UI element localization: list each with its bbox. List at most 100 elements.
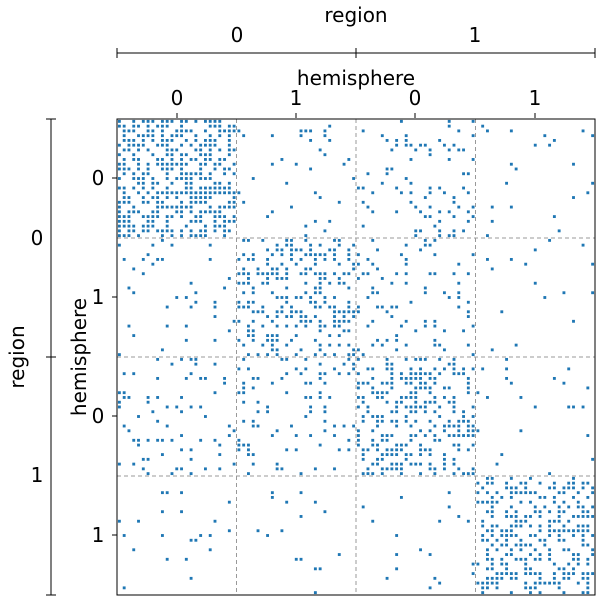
edge-dot <box>457 291 461 295</box>
edge-dot <box>247 324 250 328</box>
edge-dot <box>395 462 399 466</box>
edge-dot <box>514 343 518 347</box>
edge-dot <box>160 138 164 142</box>
edge-dot <box>232 172 236 176</box>
edge-dot <box>490 505 494 509</box>
edge-dot <box>304 253 308 257</box>
edge-dot <box>132 124 136 128</box>
edge-dot <box>275 462 279 466</box>
edge-dot <box>170 162 174 166</box>
edge-dot <box>165 229 169 233</box>
edge-dot <box>180 210 183 214</box>
edge-dot <box>419 143 422 147</box>
edge-dot <box>505 562 509 566</box>
edge-dot <box>443 143 446 147</box>
edge-dot <box>543 505 547 509</box>
edge-dot <box>208 158 212 161</box>
edge-dot <box>443 348 446 352</box>
edge-dot <box>428 186 432 190</box>
edge-dot <box>366 367 370 371</box>
edge-dot <box>285 315 289 318</box>
edge-dot <box>290 205 293 209</box>
edge-dot <box>399 462 403 466</box>
edge-dot <box>505 534 509 537</box>
edge-dot <box>471 434 475 437</box>
edge-dot <box>309 129 313 133</box>
edge-dot <box>189 305 193 309</box>
edge-dot <box>361 415 365 418</box>
edge-dot <box>213 167 217 171</box>
edge-dot <box>352 348 356 352</box>
edge-dot <box>562 500 566 504</box>
edge-dot <box>333 353 336 357</box>
edge-dot <box>433 400 437 404</box>
edge-dot <box>151 134 155 138</box>
edge-dot <box>591 262 595 266</box>
edge-dot <box>404 134 408 138</box>
edge-dot <box>395 138 399 142</box>
edge-dot <box>304 224 308 228</box>
edge-dot <box>170 181 174 185</box>
edge-dot <box>285 300 289 304</box>
edge-dot <box>548 510 552 514</box>
edge-dot <box>552 138 556 142</box>
edge-dot <box>371 415 375 418</box>
edge-dot <box>117 177 121 180</box>
edge-dot <box>409 181 413 185</box>
edge-dot <box>390 410 394 414</box>
edge-dot <box>385 467 389 471</box>
edge-dot <box>481 519 485 523</box>
edge-dot <box>146 167 150 171</box>
edge-dot <box>495 581 499 585</box>
edge-dot <box>457 262 461 266</box>
edge-dot <box>199 210 203 214</box>
edge-dot <box>223 381 226 385</box>
edge-dot <box>481 367 485 371</box>
edge-dot <box>270 381 274 385</box>
edge-dot <box>452 410 456 414</box>
edge-dot <box>347 300 351 304</box>
edge-dot <box>208 138 212 142</box>
edge-dot <box>151 210 155 214</box>
edge-dot <box>218 134 222 138</box>
edge-dot <box>189 372 193 376</box>
edge-dot <box>576 505 580 509</box>
edge-dot <box>476 581 480 585</box>
edge-dot <box>342 272 346 276</box>
edge-dot <box>285 243 289 247</box>
edge-dot <box>380 415 384 418</box>
top-hemisphere-axis-label: hemisphere <box>297 66 415 90</box>
edge-dot <box>280 305 284 309</box>
edge-dot <box>223 186 226 190</box>
edge-dot <box>462 229 465 233</box>
edge-dot <box>146 200 150 204</box>
edge-dot <box>533 586 537 590</box>
edge-dot <box>576 557 580 561</box>
edge-dot <box>562 538 566 542</box>
edge-dot <box>509 129 513 133</box>
edge-dot <box>572 162 575 166</box>
edge-dot <box>204 138 207 142</box>
edge-dot <box>428 372 432 376</box>
edge-dot <box>586 586 590 590</box>
edge-dot <box>285 277 289 280</box>
edge-dot <box>390 305 394 309</box>
edge-dot <box>356 386 360 390</box>
edge-dot <box>223 376 226 380</box>
edge-dot <box>218 124 222 128</box>
edge-dot <box>199 376 203 380</box>
edge-dot <box>156 162 160 166</box>
edge-dot <box>356 396 360 399</box>
edge-dot <box>495 586 499 590</box>
edge-dot <box>165 191 169 195</box>
edge-dot <box>452 143 456 147</box>
edge-dot <box>117 162 121 166</box>
edge-dot <box>194 119 198 123</box>
edge-dot <box>180 191 183 195</box>
edge-dot <box>251 386 255 390</box>
edge-dot <box>270 434 274 437</box>
edge-dot <box>356 348 360 352</box>
edge-dot <box>304 324 308 328</box>
edge-dot <box>576 515 580 518</box>
edge-dot <box>275 243 279 247</box>
